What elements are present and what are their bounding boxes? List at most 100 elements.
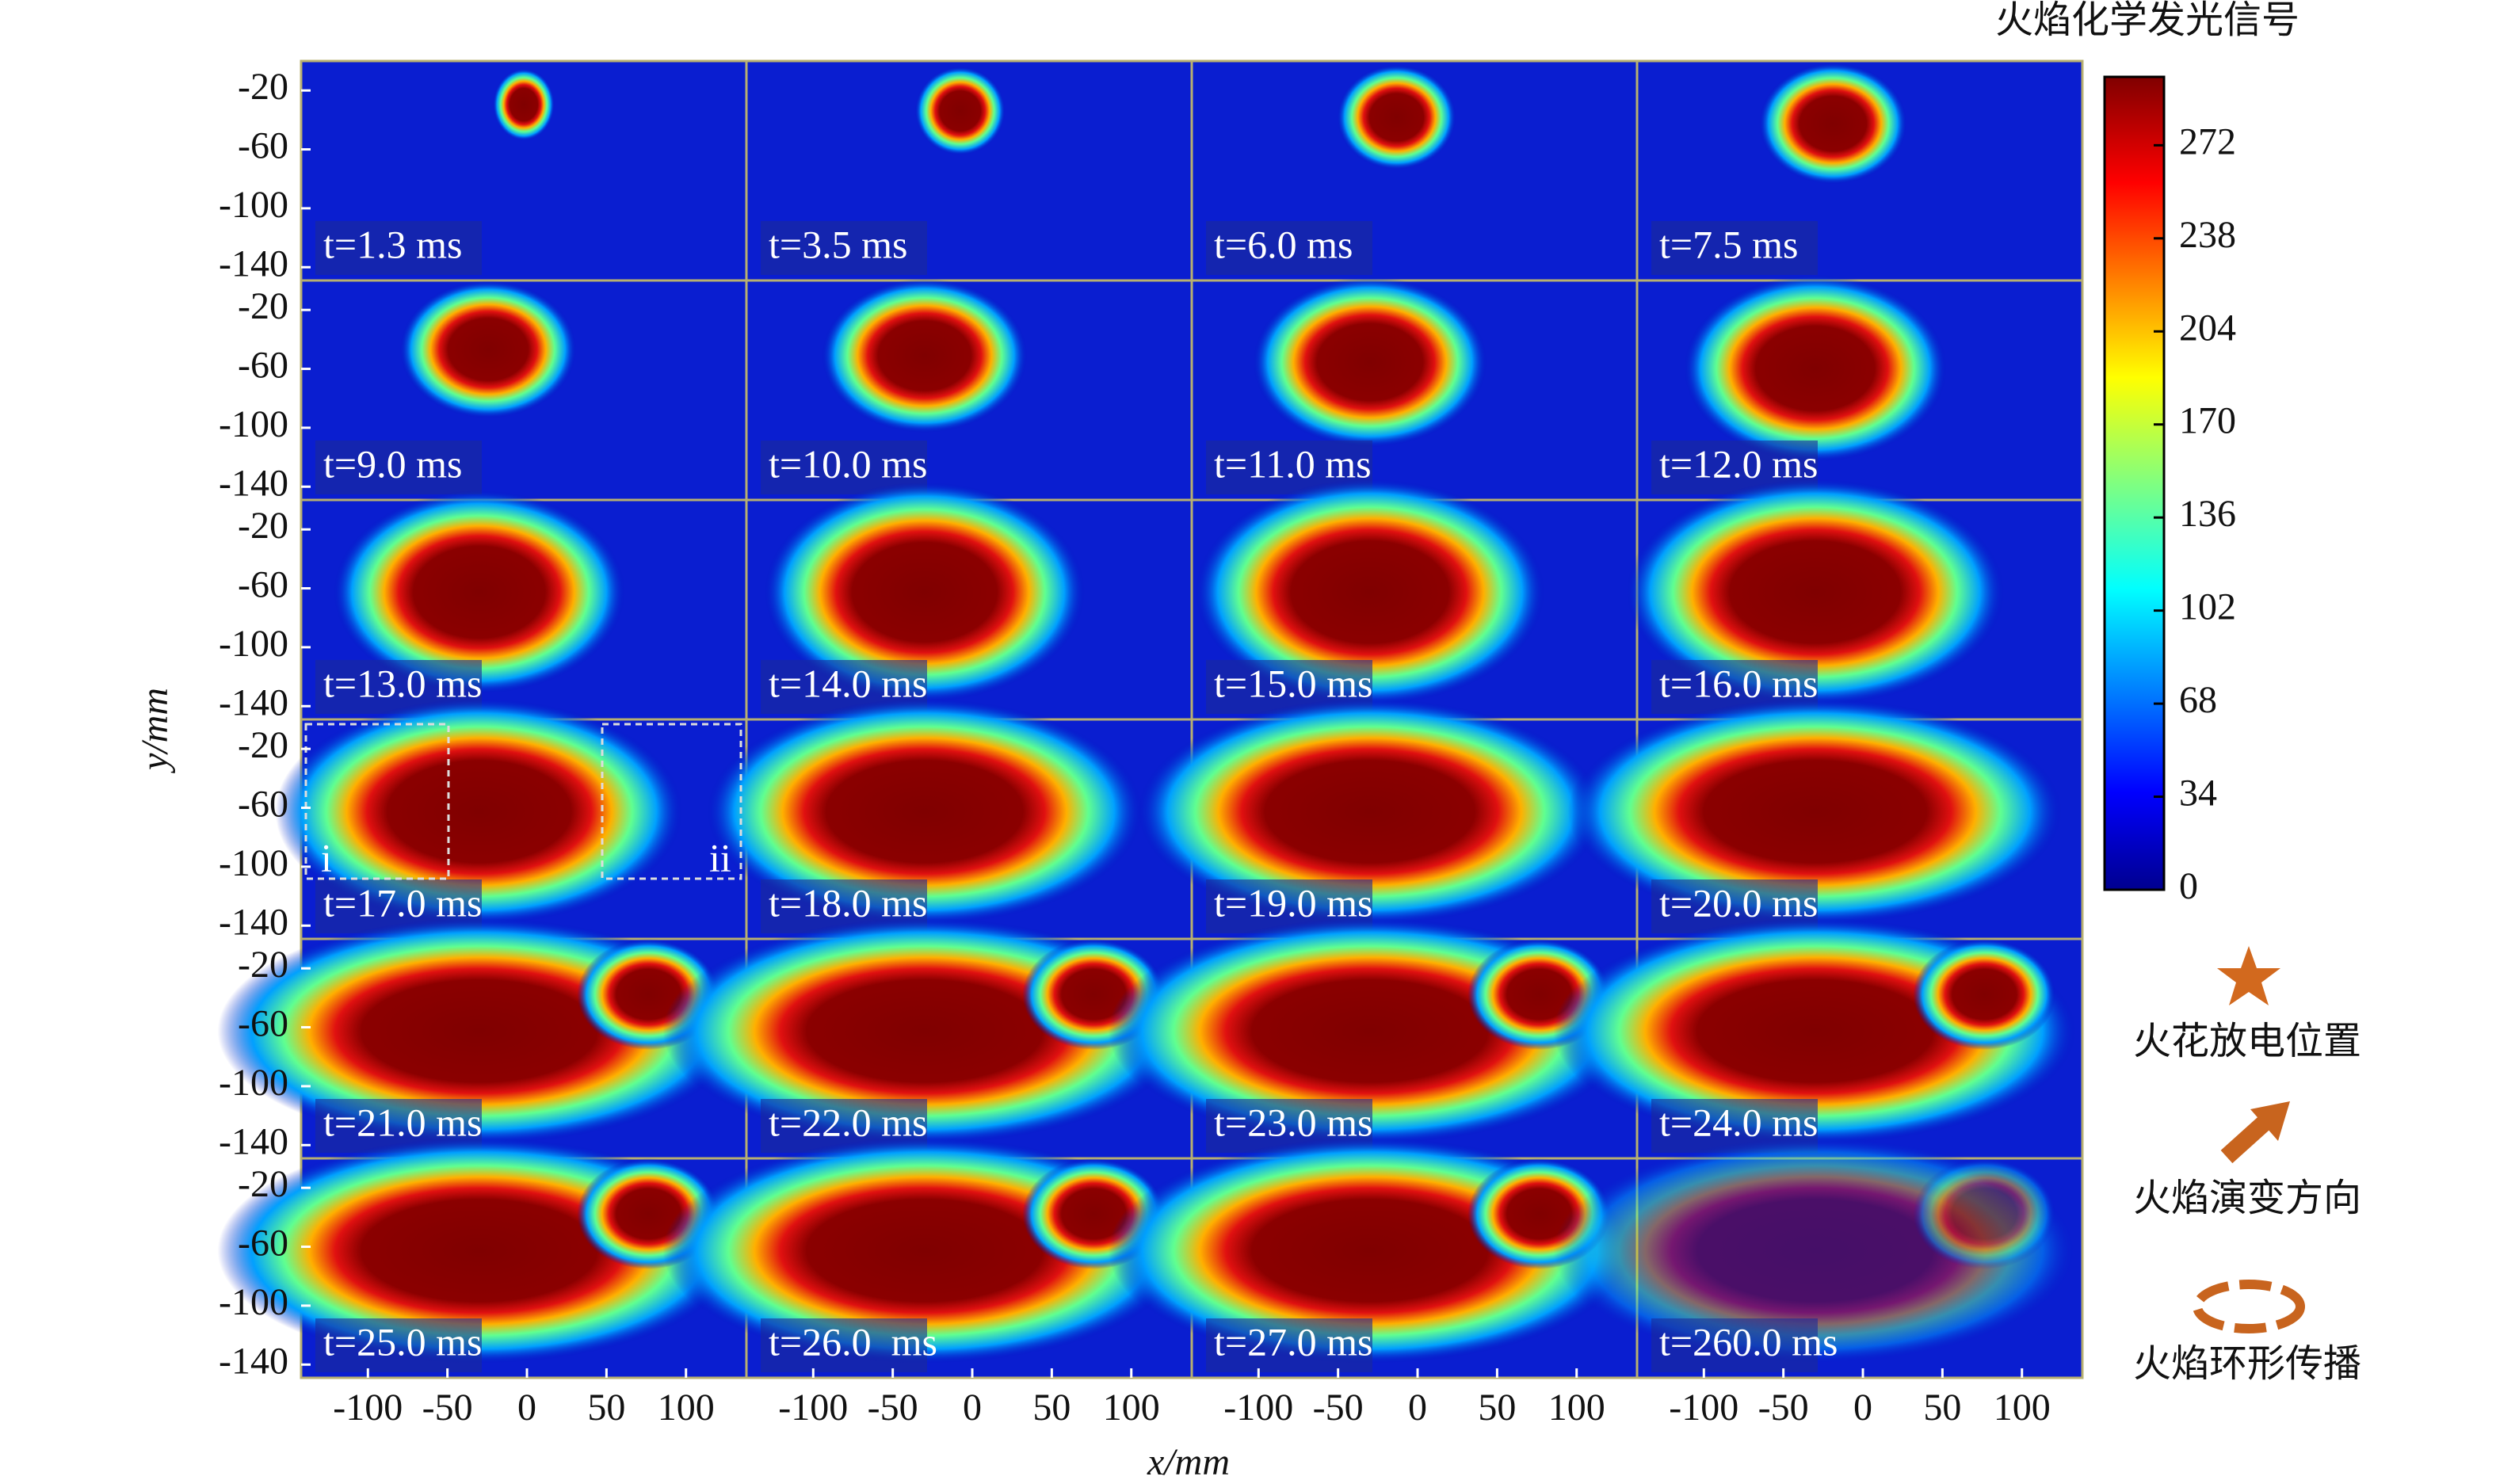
inset-box (304, 723, 450, 880)
x-tick-label: 0 (1853, 1387, 1872, 1429)
x-tick-label: 50 (1478, 1387, 1516, 1429)
y-tick-label: -100 (219, 623, 288, 665)
y-tick-label: -20 (238, 724, 288, 766)
y-tick-label: -140 (219, 1120, 288, 1162)
panel-label: t=18.0 ms (769, 880, 927, 925)
x-tick-label: -50 (1758, 1387, 1809, 1429)
panel-label: t=1.3 ms (323, 222, 462, 266)
y-tick-label: -100 (219, 842, 288, 884)
panel-label: t=260.0 ms (1659, 1319, 1838, 1364)
x-tick-label: 100 (658, 1387, 715, 1429)
flame-image (493, 68, 555, 141)
panel-label: t=27.0 ms (1214, 1319, 1372, 1364)
colorbar-tick-label: 102 (2179, 586, 2236, 628)
x-tick-label: 100 (1548, 1387, 1605, 1429)
panel-label: t=22.0 ms (769, 1100, 927, 1144)
x-tick-label: -100 (778, 1387, 848, 1429)
y-tick-label: -20 (238, 1163, 288, 1205)
y-tick-label: -60 (238, 345, 288, 387)
x-axis-label: x/mm (1147, 1441, 1230, 1483)
inset-box (601, 723, 742, 880)
panel-label: t=17.0 ms (323, 880, 482, 925)
colorbar (2103, 75, 2166, 891)
legend-ring (2193, 1280, 2305, 1333)
panel-label-bg (761, 221, 927, 275)
y-tick-label: -140 (219, 1340, 288, 1382)
flame-image (1913, 1158, 2056, 1269)
y-tick-label: -60 (238, 1003, 288, 1045)
flame-image (1913, 939, 2056, 1050)
y-tick-label: -140 (219, 681, 288, 723)
colorbar-tick-label: 136 (2179, 493, 2236, 535)
panel-label-bg (315, 441, 482, 494)
colorbar-tick-label: 68 (2179, 679, 2217, 721)
flame-image (1194, 479, 1545, 706)
x-tick-label: 0 (517, 1387, 536, 1429)
panel-label: t=3.5 ms (769, 222, 907, 266)
y-tick-label: -60 (238, 1223, 288, 1265)
colorbar-tick-label: 204 (2179, 307, 2236, 349)
panel-label: t=6.0 ms (1214, 222, 1353, 266)
colorbar-tick-label: 170 (2179, 400, 2236, 442)
panel-label: t=25.0 ms (323, 1319, 482, 1364)
x-tick-label: -50 (1313, 1387, 1364, 1429)
x-tick-label: -100 (333, 1387, 403, 1429)
y-tick-label: -20 (238, 285, 288, 327)
panel-label: t=15.0 ms (1214, 661, 1372, 705)
colorbar-tick-label: 272 (2179, 120, 2236, 162)
colorbar-title: 火焰化学发光信号 (1995, 0, 2299, 41)
panel-label: t=20.0 ms (1659, 880, 1818, 925)
legend-star (2217, 946, 2280, 1005)
x-tick-label: -100 (1669, 1387, 1738, 1429)
x-tick-label: -50 (868, 1387, 918, 1429)
x-tick-label: 0 (1408, 1387, 1427, 1429)
y-tick-label: -60 (238, 784, 288, 826)
y-tick-label: -100 (219, 403, 288, 445)
y-tick-label: -20 (238, 505, 288, 547)
flame-image (275, 698, 684, 925)
x-tick-label: 50 (1032, 1387, 1071, 1429)
flame-image (1337, 64, 1456, 170)
flame-image (764, 482, 1086, 703)
inset-label: i (321, 835, 332, 879)
y-axis-label: y/mm (134, 688, 176, 774)
panel-label: t=13.0 ms (323, 661, 482, 705)
y-tick-label: -60 (238, 125, 288, 167)
inset-label: ii (709, 835, 731, 879)
panel-label: t=10.0 ms (769, 441, 927, 486)
panel-label: t=26.0 ms (769, 1319, 937, 1364)
colorbar-tick-label: 34 (2179, 773, 2217, 814)
legend-arrow (2220, 1101, 2290, 1164)
flame-image (706, 698, 1143, 925)
x-tick-label: 0 (963, 1387, 982, 1429)
panel-label-bg (1651, 221, 1818, 275)
flame-image (1567, 698, 2063, 925)
y-tick-label: -140 (219, 242, 288, 284)
flame-image (1625, 479, 2005, 706)
legend-label: 火焰演变方向 (2133, 1177, 2361, 1219)
panel-label: t=24.0 ms (1659, 1100, 1818, 1144)
x-tick-label: 50 (1923, 1387, 1961, 1429)
y-tick-label: -100 (219, 184, 288, 226)
legend-label: 火花放电位置 (2133, 1020, 2361, 1062)
colorbar-tick-label: 0 (2179, 865, 2198, 907)
panel-label: t=7.5 ms (1659, 222, 1798, 266)
y-tick-label: -140 (219, 462, 288, 504)
y-tick-label: -100 (219, 1281, 288, 1323)
x-tick-label: -50 (422, 1387, 473, 1429)
panel-label: t=11.0 ms (1214, 441, 1372, 486)
panel-label: t=21.0 ms (323, 1100, 482, 1144)
y-tick-label: -20 (238, 66, 288, 108)
flame-image (1252, 277, 1488, 448)
flame-image (1137, 698, 1603, 925)
panel-label: t=16.0 ms (1659, 661, 1818, 705)
x-tick-label: 100 (1103, 1387, 1160, 1429)
panel-label: t=23.0 ms (1214, 1100, 1372, 1144)
panel-label: t=9.0 ms (323, 441, 462, 486)
flame-image (914, 67, 1006, 155)
panel-label-bg (1651, 1318, 1818, 1372)
y-tick-label: -140 (219, 901, 288, 943)
y-tick-label: -100 (219, 1062, 288, 1104)
flame-image (333, 490, 626, 695)
